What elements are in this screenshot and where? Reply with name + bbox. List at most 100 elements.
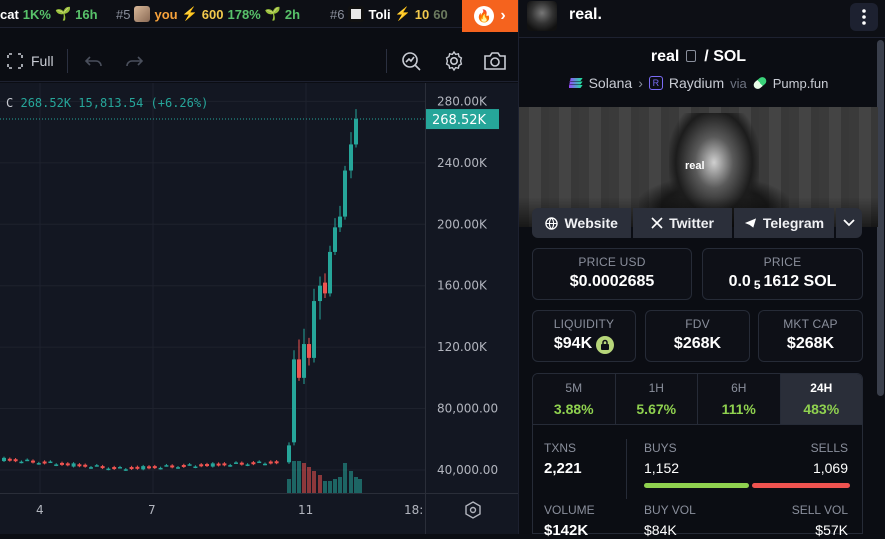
ticker-item[interactable]: #6 Toli ⚡ 10 60 [330, 6, 448, 22]
candle-body [89, 467, 93, 469]
candle-body [48, 461, 53, 464]
candle-body [36, 463, 41, 465]
sells-value: 1,069 [812, 460, 848, 476]
chevron-right-icon: › [500, 7, 506, 24]
x-logo-icon [651, 217, 663, 229]
fullscreen-button[interactable]: Full [6, 48, 54, 74]
price-chart[interactable]: 280.00K 240.00K 200.00K 160.00K 120.00K 80,00… [0, 83, 518, 534]
chevron-down-icon [843, 219, 855, 227]
candle-body [323, 282, 327, 294]
candle-body [83, 464, 88, 467]
x-tick-label: 11 [298, 503, 313, 517]
twitter-button[interactable]: Twitter [633, 208, 732, 238]
redo-button[interactable] [124, 48, 144, 74]
fdv-box: FDV $268K [645, 310, 750, 362]
gear-icon [445, 50, 463, 72]
candle-body [176, 467, 180, 469]
ohlc-legend: C 268.52K 15,813.54 (+6.26%) [6, 96, 208, 110]
redo-icon [126, 56, 144, 67]
volume-value: $142K [544, 522, 589, 539]
y-tick-label: 200.00K [437, 217, 488, 231]
candle-body [302, 344, 306, 378]
candle-body [42, 461, 47, 464]
settings-button[interactable] [443, 48, 465, 74]
copy-icon[interactable] [685, 50, 696, 62]
buy-vol-label: BUY VOL [644, 503, 696, 517]
chain-name[interactable]: Solana [588, 75, 633, 91]
tab-6h[interactable]: 6H 111% [698, 374, 781, 424]
candle-body [2, 457, 6, 462]
y-tick-label: 120.00K [437, 340, 488, 354]
buys-value: 1,152 [644, 460, 680, 476]
tab-5m[interactable]: 5M 3.88% [533, 374, 616, 424]
lock-icon[interactable] [596, 336, 615, 354]
socials-expand-button[interactable] [836, 208, 862, 238]
dex-name[interactable]: Raydium [668, 75, 725, 91]
website-button[interactable]: Website [532, 208, 632, 238]
candle-body [257, 461, 262, 464]
volume-bar [292, 461, 296, 493]
liquidity-box: LIQUIDITY $94K [532, 310, 636, 362]
scrollbar[interactable] [877, 40, 884, 396]
candle-body [297, 359, 301, 378]
trending-ticker: cat 1K% 🌱 16h #5 you ⚡ 600 178% 🌱 2h #6 … [0, 0, 518, 28]
sprout-icon: 🌱 [54, 6, 72, 21]
indicator-button[interactable] [400, 48, 422, 74]
txns-label: TXNS [544, 441, 577, 455]
candle-body [239, 462, 244, 465]
telegram-icon [744, 218, 756, 228]
telegram-button[interactable]: Telegram [733, 208, 835, 238]
candle-body [349, 144, 353, 171]
ticker-item[interactable]: #5 you ⚡ 600 178% 🌱 2h [116, 6, 300, 22]
pill-icon [751, 75, 768, 91]
ticker-boost: 10 [414, 6, 430, 22]
tab-1h[interactable]: 1H 5.67% [615, 374, 698, 424]
fdv-label: FDV [685, 317, 710, 331]
via-label: via [730, 75, 747, 91]
ticker-pct: 60 [433, 6, 448, 22]
candle-body [100, 466, 105, 469]
pair-title: real / SOL [650, 48, 747, 65]
candle-body [123, 469, 128, 471]
volume-bar [287, 479, 291, 493]
mktcap-label: MKT CAP [783, 317, 838, 331]
candle-body [141, 466, 146, 470]
volume-bar [323, 481, 327, 493]
candle-body [193, 466, 198, 469]
ticker-name: cat [0, 6, 19, 22]
y-tick-label: 280.00K [437, 94, 488, 108]
undo-button[interactable] [84, 48, 104, 74]
y-tick-label: 160.00K [437, 279, 488, 293]
mktcap-value: $268K [786, 335, 835, 352]
timeframe-tabs: 5M 3.88% 1H 5.67% 6H 111% 24H 483% [532, 373, 863, 425]
sprout-icon: 🌱 [264, 6, 281, 21]
candle-body [94, 465, 99, 467]
screenshot-button[interactable] [483, 48, 507, 74]
banner-text: real [685, 160, 705, 172]
candle-body [228, 465, 233, 467]
ticker-pct: 1K% [22, 6, 51, 22]
twitter-label: Twitter [669, 215, 715, 231]
candle-body [263, 463, 267, 466]
magnifier-chart-icon [402, 52, 421, 71]
candle-body [19, 461, 24, 464]
telegram-label: Telegram [762, 215, 825, 231]
more-menu-button[interactable] [850, 3, 878, 31]
trending-button[interactable]: 🔥 › [462, 0, 518, 32]
axis-settings-icon[interactable] [465, 501, 481, 519]
tab-24h[interactable]: 24H 483% [780, 374, 862, 424]
fire-icon: 🔥 [474, 6, 495, 26]
candlestick-chart[interactable]: 280.00K 240.00K 200.00K 160.00K 120.00K 80,00… [0, 83, 518, 534]
ticker-item[interactable]: cat 1K% 🌱 16h [0, 6, 98, 22]
legend-close-value: 268.52K [20, 96, 72, 110]
y-tick-label: 40,000.00 [437, 463, 498, 477]
price-usd-value: $0.0002685 [569, 273, 655, 290]
candle-body [216, 463, 221, 466]
price-sol-label: PRICE [763, 255, 802, 269]
candle-body [158, 467, 163, 470]
sell-vol-value: $57K [815, 522, 848, 538]
candle-body [181, 464, 186, 467]
ticker-rank: #6 [330, 6, 345, 22]
avatar [348, 6, 365, 22]
launchpad-name[interactable]: Pump.fun [772, 75, 829, 91]
